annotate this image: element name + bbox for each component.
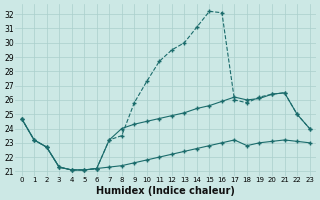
X-axis label: Humidex (Indice chaleur): Humidex (Indice chaleur) <box>96 186 235 196</box>
